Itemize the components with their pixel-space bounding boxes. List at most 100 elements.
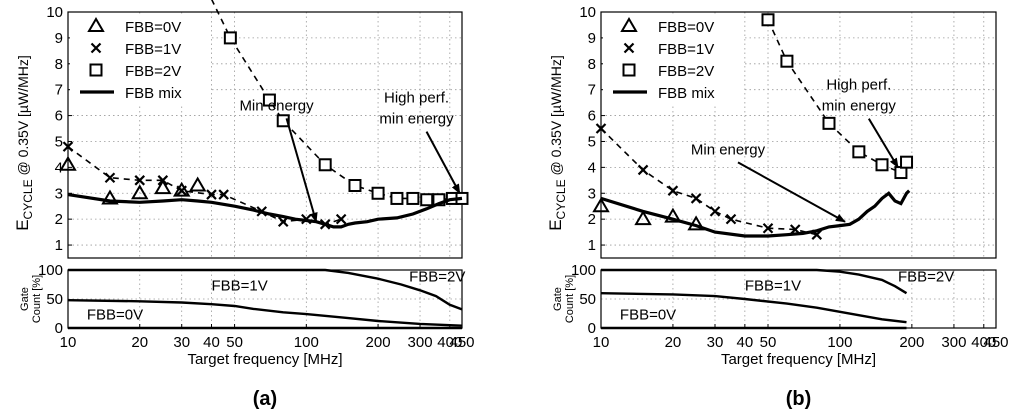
legend-label: FBB mix: [658, 85, 715, 102]
y-axis-label-bottom-line: Count [%]: [564, 275, 576, 323]
y-tick-label-top: 7: [55, 82, 63, 99]
legend-marker: [620, 17, 638, 32]
y-tick-label-top: 3: [55, 185, 63, 202]
y-tick-label-bottom: 0: [588, 320, 596, 337]
legend-marker: [87, 17, 105, 32]
y-tick-label-top: 9: [55, 30, 63, 47]
series-line: [600, 189, 911, 238]
y-tick-label-top: 8: [588, 56, 596, 73]
y-axis-label-top: ECYCLE @ 0.35V [µW/MHz]: [546, 55, 568, 231]
data-point: [371, 186, 385, 200]
x-tick-label: 10: [60, 334, 77, 351]
annotation-text: Min energy: [239, 97, 314, 114]
data-point: [348, 178, 362, 192]
x-tick-label: 200: [899, 334, 924, 351]
gate-count-line: [601, 268, 908, 295]
data-point: [900, 155, 914, 169]
y-axis-label-bottom: GateCount [%]: [19, 275, 43, 323]
series-fbb-1v: [62, 141, 347, 230]
x-tick-label: 50: [226, 334, 243, 351]
data-point: [134, 175, 146, 186]
gate-count-label: FBB=0V: [87, 306, 143, 323]
data-point: [218, 189, 229, 200]
data-point: [592, 197, 610, 213]
data-point: [762, 222, 774, 234]
data-point: [761, 13, 775, 27]
x-tick-label: 20: [665, 334, 682, 351]
gate-count-label: FBB=1V: [211, 277, 267, 294]
data-point: [223, 31, 237, 45]
data-point: [276, 114, 290, 128]
x-tick-label: 400: [437, 334, 462, 351]
data-point: [131, 184, 149, 200]
data-point: [780, 54, 794, 68]
data-point: [101, 189, 119, 205]
gate-count-line: [600, 292, 907, 324]
gate-count-label: FBB=0V: [620, 306, 676, 323]
data-point: [894, 166, 908, 180]
data-point: [664, 207, 682, 223]
data-point: [725, 213, 737, 225]
series-fbb-1v: [595, 123, 823, 240]
gate-count-label: FBB=1V: [745, 277, 801, 294]
gate-count-line: [67, 299, 463, 327]
y-tick-label-top: 4: [588, 159, 596, 176]
data-point: [59, 155, 77, 171]
y-tick-label-top: 4: [55, 159, 63, 176]
y-axis-label-rest: @ 0.35V [µW/MHz]: [15, 55, 31, 179]
series-line: [767, 19, 908, 174]
y-tick-label-top: 9: [588, 30, 596, 47]
y-axis-label-main: E: [546, 219, 565, 230]
y-tick-label-top: 1: [55, 237, 63, 254]
x-tick-label: 10: [593, 334, 610, 351]
y-tick-label-top: 10: [579, 4, 596, 21]
x-tick-label: 40: [203, 334, 220, 351]
legend: FBB=0V FBB=1V FBB=2V FBB mix: [70, 14, 210, 104]
data-point: [595, 123, 607, 134]
data-point: [188, 176, 207, 192]
x-tick-label: 450: [983, 334, 1008, 351]
y-axis-label-bottom: GateCount [%]: [552, 275, 576, 323]
annotation-arrow: [867, 118, 899, 169]
x-tick-label: 100: [827, 334, 852, 351]
x-tick-label: 30: [173, 334, 190, 351]
x-axis-label: Target frequency [MHz]: [187, 351, 342, 368]
y-tick-label-top: 6: [588, 108, 596, 125]
y-axis-label-subscript: CYCLE: [21, 179, 35, 219]
x-tick-label: 450: [449, 334, 474, 351]
data-point: [875, 158, 889, 172]
annotation-text: High perf.: [384, 90, 449, 107]
data-point: [335, 213, 347, 225]
data-point: [822, 116, 836, 130]
legend-label: FBB=1V: [125, 41, 181, 58]
legend-label: FBB=0V: [125, 19, 181, 36]
legend-label: FBB=2V: [658, 63, 714, 80]
x-axis-label: Target frequency [MHz]: [721, 351, 876, 368]
y-axis-label-subscript: CYCLE: [554, 179, 568, 219]
x-tick-label: 50: [760, 334, 777, 351]
x-tick-label: 400: [971, 334, 996, 351]
y-tick-label-top: 6: [55, 108, 63, 125]
legend-label: FBB=1V: [658, 41, 714, 58]
data-point: [667, 185, 679, 196]
annotation-arrow: [285, 118, 318, 223]
y-tick-label-bottom: 100: [38, 262, 63, 279]
gate-count-label: FBB=2V: [409, 269, 465, 286]
y-tick-label-top: 3: [588, 185, 596, 202]
data-point: [206, 189, 217, 200]
gate-count-line: [68, 268, 463, 311]
y-axis-label-rest: @ 0.35V [µW/MHz]: [548, 55, 564, 179]
annotation-arrow: [737, 161, 846, 223]
y-tick-label-top: 2: [55, 211, 63, 228]
series-line: [600, 127, 817, 236]
legend-label: FBB=0V: [658, 19, 714, 36]
y-tick-label-top: 8: [55, 56, 63, 73]
gate-count-label: FBB=2V: [898, 269, 954, 286]
legend-marker: [90, 42, 102, 54]
data-point: [157, 175, 169, 186]
legend-marker: [623, 42, 635, 54]
legend: FBB=0V FBB=1V FBB=2V FBB mix: [603, 14, 743, 104]
annotation-text: min energy: [822, 98, 897, 115]
data-point: [690, 193, 702, 204]
